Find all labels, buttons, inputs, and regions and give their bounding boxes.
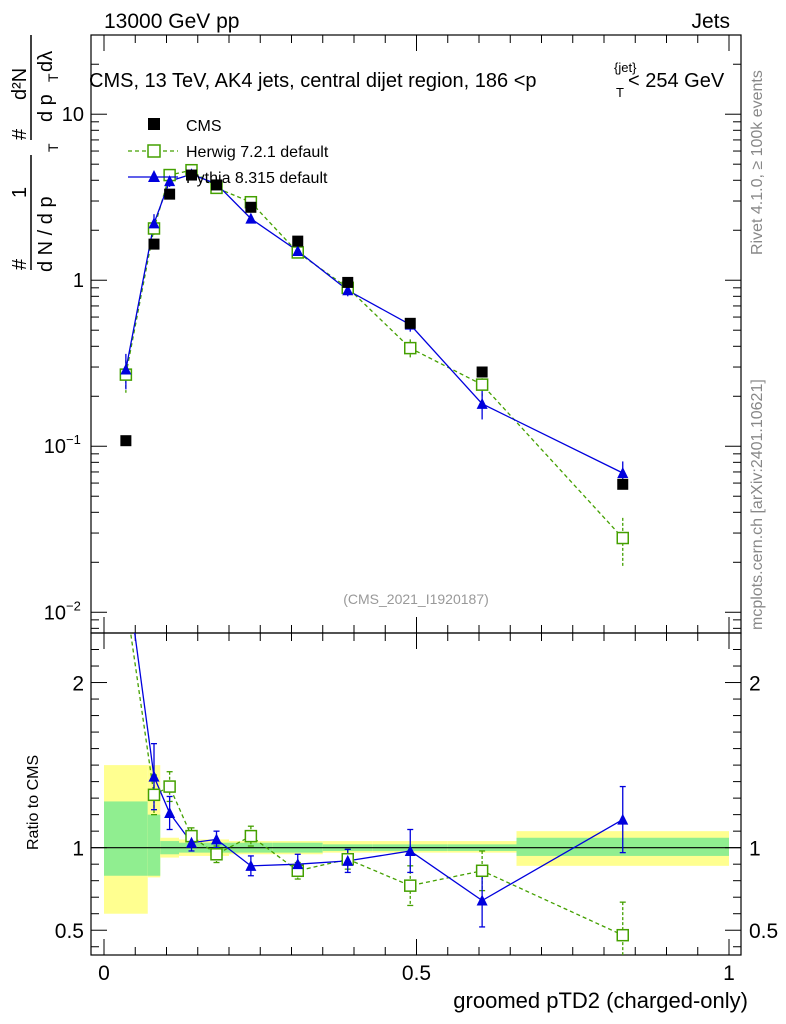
cms-point	[186, 169, 197, 181]
pythia-point	[342, 284, 354, 296]
ratio-y-tick-label: 1	[72, 838, 84, 861]
ylabel-dN: d N / d p	[35, 196, 57, 272]
main-y-tick-exponent: −1	[66, 432, 81, 447]
pythia-ratio-point	[211, 833, 222, 845]
pythia-point	[120, 363, 132, 375]
legend: CMS Herwig 7.2.1 default Pythia 8.315 de…	[128, 118, 329, 187]
herwig-ratio-point	[147, 788, 161, 802]
legend-marker-pythia	[148, 170, 160, 182]
legend-label-pythia: Pythia 8.315 default	[186, 170, 328, 187]
cms-point	[342, 276, 354, 288]
cms-point	[404, 317, 416, 329]
band-inner	[104, 801, 148, 876]
ratio-clipped-group	[129, 633, 629, 955]
pythia-ratio-point	[148, 770, 160, 782]
herwig-ratio-line	[129, 633, 624, 936]
ylabel-hash-1: #	[9, 258, 31, 270]
ylabel-T-2: T	[45, 73, 61, 82]
legend-marker-cms	[148, 118, 160, 130]
herwig-ratio-point	[616, 928, 629, 942]
x-axis-label: groomed pTD2 (charged-only)	[453, 988, 748, 1013]
ylabel-hash-2: #	[9, 128, 31, 140]
title-end: < 254 GeV	[628, 70, 725, 92]
ratio-y-tick-label-right: 2	[749, 673, 761, 696]
title-sub: T	[616, 85, 624, 100]
pythia-line	[125, 173, 624, 474]
pythia-ratio-point	[164, 806, 176, 818]
cms-point	[617, 478, 629, 490]
cms-point	[245, 201, 257, 213]
pythia-point	[617, 466, 629, 478]
main-y-tick-label: 10	[44, 436, 66, 458]
main-series	[119, 163, 629, 566]
herwig-ratio-point	[163, 780, 176, 793]
pythia-point	[164, 175, 176, 187]
ratio-series	[129, 633, 629, 955]
ylabel-dpT: d p	[35, 94, 57, 122]
ylabel-T-1: T	[45, 143, 61, 152]
header-left: 13000 GeV pp	[104, 10, 239, 33]
herwig-point	[475, 378, 489, 391]
ylabel-one: 1	[9, 187, 31, 198]
ratio-y-label: Ratio to CMS	[25, 755, 42, 850]
ratio-y-tick-label-right: 0.5	[749, 920, 778, 943]
ratio-plot-frame	[90, 632, 742, 956]
cms-point	[476, 366, 488, 378]
ratio-axis-ticks: 0.5 0.5 1 1 2 2	[55, 632, 778, 948]
pythia-point	[245, 212, 257, 224]
title-main: CMS, 13 TeV, AK4 jets, central dijet reg…	[89, 70, 537, 92]
title-sup: {jet}	[614, 60, 637, 75]
header-right: Jets	[691, 10, 730, 33]
pythia-point	[476, 397, 488, 409]
ratio-y-tick-label: 2	[72, 673, 84, 696]
pythia-ratio-point	[186, 836, 197, 848]
ratio-y-tick-label: 0.5	[55, 920, 84, 943]
ratio-y-tick-label-right: 1	[749, 838, 761, 861]
pythia-ratio-point	[476, 894, 488, 906]
herwig-ratio-point	[210, 848, 223, 861]
main-y-tick-exponent: −2	[66, 598, 81, 613]
main-y-axis-label: # 1 d N / d p T # d²N d p T dλ	[9, 35, 61, 272]
mcplots-label: mcplots.cern.ch [arXiv:2401.10621]	[749, 379, 766, 630]
rivet-label: Rivet 4.1.0, ≥ 100k events	[749, 70, 766, 255]
pythia-ratio-point	[342, 854, 354, 866]
cms-point	[120, 435, 132, 447]
herwig-ratio-point	[475, 864, 489, 878]
x-tick-label: 1	[723, 962, 735, 985]
pythia-point	[148, 217, 160, 229]
pythia-ratio-point	[617, 813, 629, 825]
band-inner	[147, 814, 161, 876]
ylabel-d2N: d²N	[9, 68, 31, 100]
main-y-tick-label: 1	[73, 270, 84, 292]
herwig-ratio-point	[404, 879, 417, 892]
analysis-id: (CMS_2021_I1920187)	[343, 591, 489, 607]
legend-marker-herwig	[147, 144, 161, 158]
herwig-point	[616, 531, 629, 545]
legend-label-herwig: Herwig 7.2.1 default	[186, 144, 329, 161]
cms-point	[292, 235, 304, 247]
herwig-point	[404, 341, 417, 355]
x-tick-label: 0	[98, 962, 110, 985]
main-y-tick-label: 10	[44, 602, 66, 624]
main-y-tick-label: 10	[62, 104, 84, 126]
herwig-ratio-point	[244, 829, 258, 843]
cms-point	[211, 179, 222, 191]
pythia-ratio-point	[404, 844, 416, 856]
ylabel-dlam: dλ	[35, 51, 57, 72]
cms-point	[148, 238, 160, 250]
cms-point	[164, 188, 176, 200]
plot-title: CMS, 13 TeV, AK4 jets, central dijet reg…	[89, 60, 725, 100]
herwig-line	[125, 169, 624, 539]
x-axis-ticks: 0 0.5 1	[98, 35, 735, 985]
x-tick-label: 0.5	[402, 962, 431, 985]
pythia-ratio-point	[245, 859, 257, 871]
legend-label-cms: CMS	[186, 118, 222, 135]
pythia-point	[292, 244, 304, 256]
pythia-ratio-point	[292, 858, 304, 870]
